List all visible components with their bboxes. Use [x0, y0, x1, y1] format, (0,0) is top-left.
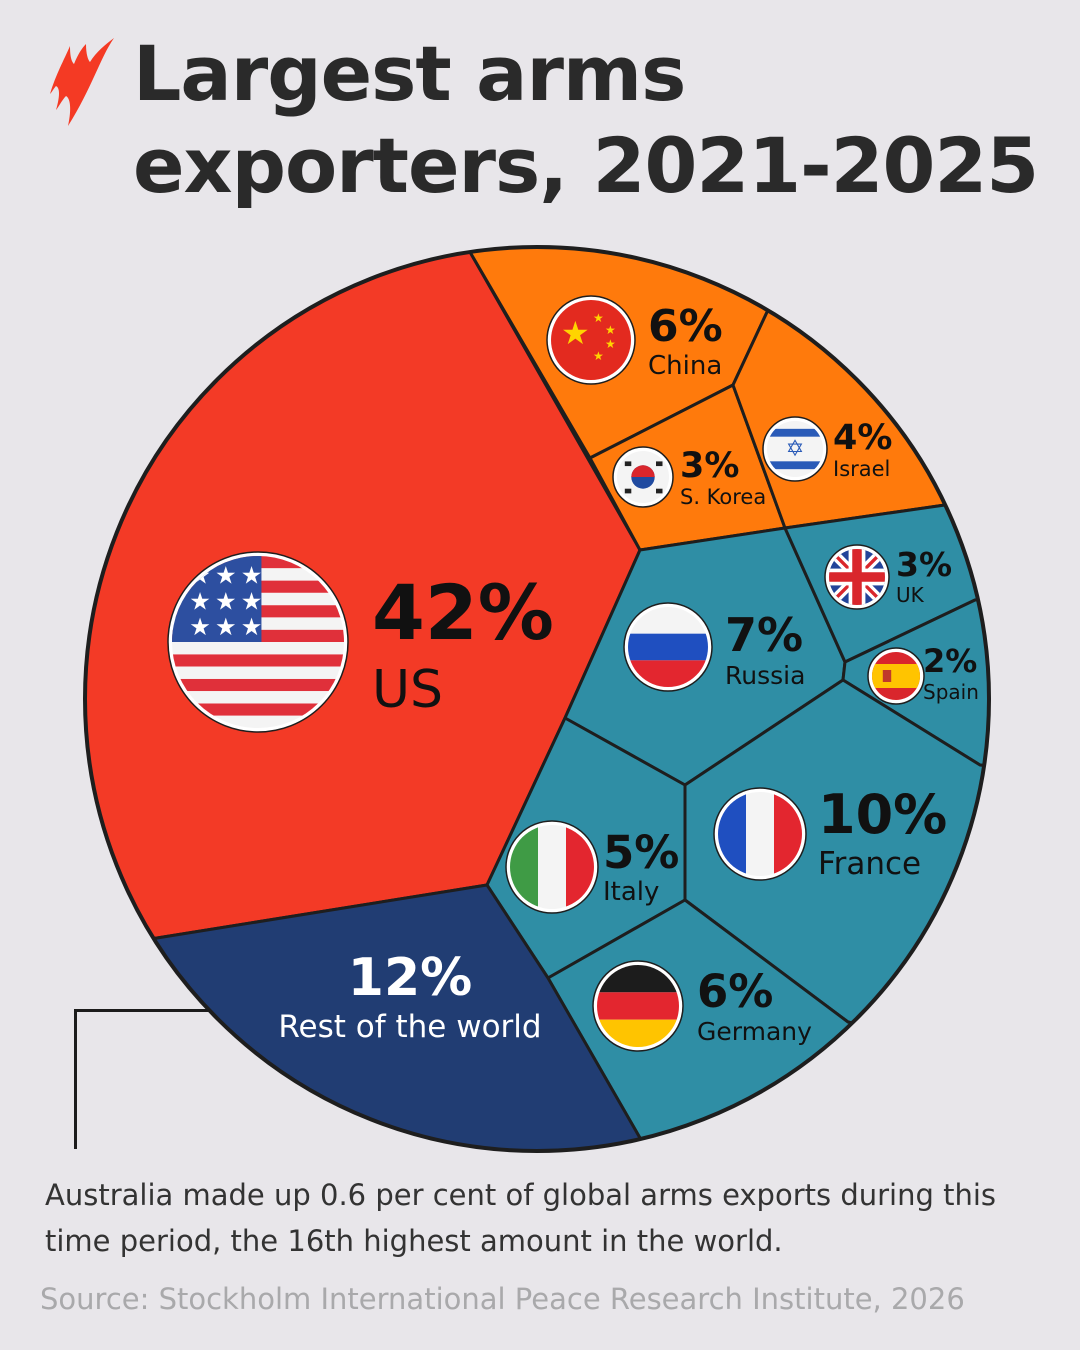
category-label-us: US	[372, 660, 444, 720]
svg-text:★: ★	[241, 613, 263, 641]
category-label-china: China	[648, 351, 723, 381]
data-label-spain: 2%	[923, 642, 978, 680]
svg-text:★: ★	[241, 587, 263, 615]
category-label-skorea: S. Korea	[680, 484, 767, 509]
data-label-china: 6%	[648, 301, 723, 352]
category-label-russia: Russia	[725, 660, 806, 690]
category-label-spain: Spain	[923, 680, 979, 704]
russia-flag-icon	[623, 602, 713, 692]
svg-text:★: ★	[189, 613, 211, 641]
data-label-france: 10%	[818, 783, 948, 846]
svg-text:★: ★	[593, 349, 604, 363]
data-label-uk: 3%	[896, 544, 953, 584]
chart-title: Largest arms exporters, 2021-2025	[133, 29, 1039, 210]
svg-text:★: ★	[189, 587, 211, 615]
data-label-germany: 6%	[697, 964, 774, 1018]
svg-text:★: ★	[215, 613, 237, 641]
svg-text:★: ★	[605, 323, 616, 337]
category-label-germany: Germany	[697, 1016, 812, 1046]
svg-text:★: ★	[215, 587, 237, 615]
svg-text:★: ★	[215, 562, 237, 590]
footnote: Australia made up 0.6 per cent of global…	[45, 1178, 997, 1258]
germany-flag-icon	[592, 960, 684, 1052]
sbs-logo-icon	[50, 38, 114, 126]
data-label-us: 42%	[372, 568, 554, 657]
data-label-israel: 4%	[833, 417, 893, 458]
source-text: Source: Stockholm International Peace Re…	[40, 1282, 965, 1316]
svg-text:★: ★	[605, 337, 616, 351]
us-flag-icon: ★★★★★★★★★	[167, 551, 349, 733]
israel-flag-icon: ✡	[762, 416, 828, 482]
china-flag-icon: ★ ★★★★	[546, 295, 636, 385]
svg-text:✡: ✡	[786, 436, 805, 462]
category-label-uk: UK	[896, 583, 924, 607]
category-label-israel: Israel	[833, 456, 891, 481]
svg-text:★: ★	[561, 314, 590, 352]
italy-flag-icon	[505, 820, 599, 914]
callout-line-vertical	[74, 1009, 77, 1149]
data-label-rest: 12%	[347, 948, 473, 1008]
chart-outline	[83, 245, 991, 1153]
category-label-france: France	[818, 845, 922, 882]
callout-line	[74, 1009, 210, 1012]
svg-text:★: ★	[241, 562, 263, 590]
data-label-russia: 7%	[725, 608, 804, 662]
svg-text:★: ★	[593, 311, 604, 325]
south-korea-flag-icon	[612, 446, 674, 508]
data-label-skorea: 3%	[680, 445, 740, 486]
uk-flag-icon	[824, 544, 890, 610]
category-label-rest: Rest of the world	[278, 1008, 542, 1045]
spain-flag-icon	[867, 647, 925, 705]
category-label-italy: Italy	[603, 877, 660, 907]
data-label-italy: 5%	[603, 825, 680, 879]
france-flag-icon	[713, 787, 807, 881]
